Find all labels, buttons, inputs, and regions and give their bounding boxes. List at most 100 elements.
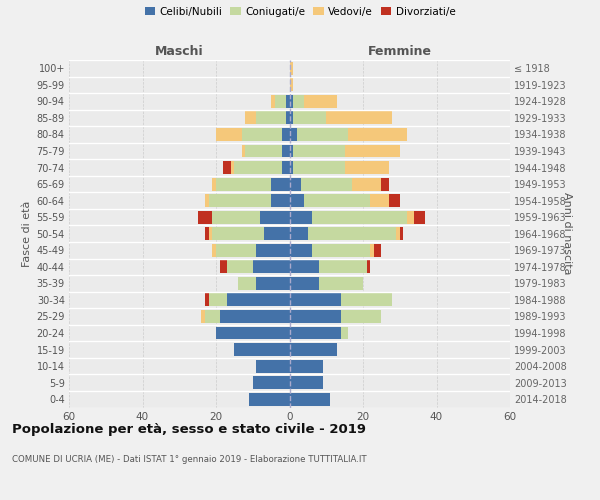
Bar bbox=[256, 112, 286, 124]
Bar bbox=[396, 228, 400, 240]
Bar bbox=[290, 310, 341, 323]
Bar bbox=[212, 210, 260, 224]
Bar bbox=[290, 161, 293, 174]
Y-axis label: Fasce di età: Fasce di età bbox=[22, 200, 32, 267]
Bar bbox=[344, 161, 389, 174]
Text: COMUNE DI UCRIA (ME) - Dati ISTAT 1° gennaio 2019 - Elaborazione TUTTITALIA.IT: COMUNE DI UCRIA (ME) - Dati ISTAT 1° gen… bbox=[12, 455, 367, 464]
Bar bbox=[256, 360, 290, 372]
Bar bbox=[290, 277, 319, 290]
Bar bbox=[209, 294, 227, 306]
Bar bbox=[290, 260, 319, 274]
Bar bbox=[415, 210, 425, 224]
Bar bbox=[253, 260, 290, 274]
Bar bbox=[290, 128, 297, 141]
Bar bbox=[297, 128, 348, 141]
Bar bbox=[382, 178, 389, 190]
Bar bbox=[290, 244, 311, 257]
Bar bbox=[271, 194, 290, 207]
Bar bbox=[227, 294, 290, 306]
Bar bbox=[344, 144, 400, 158]
Bar bbox=[293, 112, 326, 124]
Bar bbox=[264, 228, 290, 240]
Bar bbox=[326, 112, 392, 124]
Bar bbox=[205, 228, 209, 240]
Bar bbox=[223, 161, 230, 174]
Text: Femmine: Femmine bbox=[368, 46, 432, 59]
Bar bbox=[271, 178, 290, 190]
Bar bbox=[260, 210, 290, 224]
Bar bbox=[256, 277, 290, 290]
Bar bbox=[245, 144, 282, 158]
Bar bbox=[407, 210, 415, 224]
Bar bbox=[290, 360, 323, 372]
Bar bbox=[271, 95, 275, 108]
Bar bbox=[242, 128, 282, 141]
Bar bbox=[290, 294, 341, 306]
Bar bbox=[205, 310, 220, 323]
Bar bbox=[282, 128, 290, 141]
Bar bbox=[245, 112, 256, 124]
Bar bbox=[216, 128, 242, 141]
Bar bbox=[370, 194, 389, 207]
Bar bbox=[293, 161, 344, 174]
Bar bbox=[367, 260, 370, 274]
Bar bbox=[212, 244, 216, 257]
Bar bbox=[304, 194, 370, 207]
Bar bbox=[209, 228, 212, 240]
Bar bbox=[301, 178, 352, 190]
Bar bbox=[304, 95, 337, 108]
Bar bbox=[348, 128, 407, 141]
Bar bbox=[212, 228, 264, 240]
Bar bbox=[293, 95, 304, 108]
Bar bbox=[256, 244, 290, 257]
Bar bbox=[290, 228, 308, 240]
Bar bbox=[290, 112, 293, 124]
Bar bbox=[290, 393, 330, 406]
Bar bbox=[290, 376, 323, 389]
Bar bbox=[293, 144, 344, 158]
Bar bbox=[230, 161, 235, 174]
Bar bbox=[341, 326, 348, 340]
Bar bbox=[290, 326, 341, 340]
Bar bbox=[374, 244, 382, 257]
Bar bbox=[282, 161, 290, 174]
Bar bbox=[286, 112, 290, 124]
Bar bbox=[216, 244, 256, 257]
Bar bbox=[216, 178, 271, 190]
Legend: Celibi/Nubili, Coniugati/e, Vedovi/e, Divorziati/e: Celibi/Nubili, Coniugati/e, Vedovi/e, Di… bbox=[140, 2, 460, 21]
Bar bbox=[197, 210, 212, 224]
Bar bbox=[290, 178, 301, 190]
Bar bbox=[238, 277, 256, 290]
Text: Popolazione per età, sesso e stato civile - 2019: Popolazione per età, sesso e stato civil… bbox=[12, 422, 366, 436]
Bar bbox=[209, 194, 271, 207]
Bar bbox=[205, 194, 209, 207]
Bar bbox=[216, 326, 290, 340]
Bar bbox=[212, 178, 216, 190]
Bar bbox=[311, 244, 370, 257]
Text: Maschi: Maschi bbox=[155, 46, 203, 59]
Bar bbox=[235, 161, 282, 174]
Bar bbox=[290, 78, 293, 92]
Bar bbox=[319, 260, 367, 274]
Bar bbox=[205, 294, 209, 306]
Bar bbox=[400, 228, 403, 240]
Bar bbox=[290, 343, 337, 356]
Bar bbox=[389, 194, 400, 207]
Bar bbox=[352, 178, 382, 190]
Bar bbox=[242, 144, 245, 158]
Bar bbox=[311, 210, 407, 224]
Bar bbox=[227, 260, 253, 274]
Bar bbox=[308, 228, 396, 240]
Bar bbox=[290, 95, 293, 108]
Bar bbox=[220, 310, 290, 323]
Bar bbox=[220, 260, 227, 274]
Bar bbox=[202, 310, 205, 323]
Bar bbox=[286, 95, 290, 108]
Bar bbox=[253, 376, 290, 389]
Bar bbox=[341, 294, 392, 306]
Bar bbox=[290, 210, 311, 224]
Bar bbox=[290, 62, 293, 74]
Bar bbox=[282, 144, 290, 158]
Bar bbox=[249, 393, 290, 406]
Bar bbox=[275, 95, 286, 108]
